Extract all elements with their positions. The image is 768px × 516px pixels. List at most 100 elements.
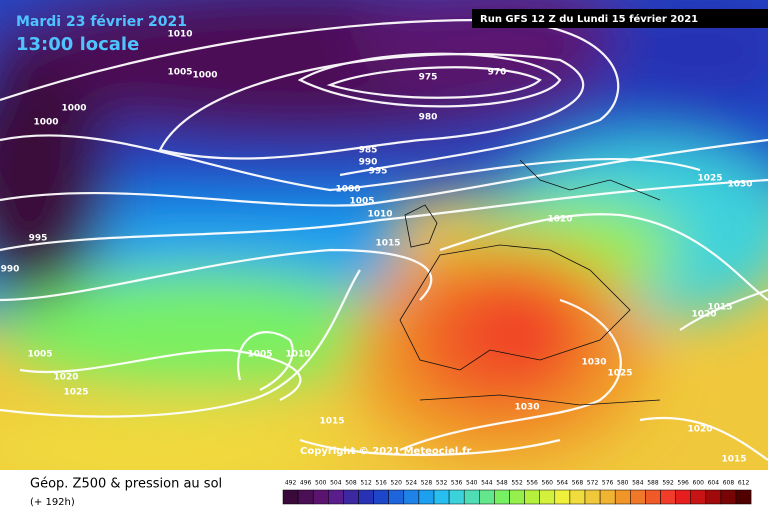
scale-label: 576 xyxy=(602,480,614,487)
scale-swatch xyxy=(328,489,344,505)
scale-swatch xyxy=(720,489,737,505)
scale-swatch xyxy=(705,489,722,505)
isobar-label: 1005 xyxy=(167,68,192,78)
field xyxy=(0,0,768,470)
date: Mardi 23 février 2021 xyxy=(16,14,187,30)
copyright: Copyright © 2021 Meteociel.fr xyxy=(300,446,471,457)
isobar-label: 1030 xyxy=(727,180,752,190)
isobar-label: 1000 xyxy=(192,71,217,81)
scale-swatch xyxy=(343,489,359,505)
scale-label: 548 xyxy=(496,480,508,487)
isobar-label: 1010 xyxy=(285,350,310,360)
isobar-label: 1015 xyxy=(721,455,746,465)
isobar-label: 1025 xyxy=(697,174,722,184)
scale-label: 512 xyxy=(360,480,372,487)
scale-swatch xyxy=(312,489,329,505)
scale-swatch xyxy=(433,489,450,505)
scale-swatch xyxy=(584,489,601,505)
isobar-label: 990 xyxy=(1,265,20,275)
scale-label: 516 xyxy=(375,480,387,487)
scale-swatch xyxy=(630,489,646,505)
scale-swatch xyxy=(463,489,480,505)
isobar-label: 1020 xyxy=(691,310,716,320)
scale-swatch xyxy=(554,489,571,505)
scale-label: 556 xyxy=(526,480,538,487)
scale-swatch xyxy=(660,489,676,505)
scale-label: 552 xyxy=(511,480,523,487)
scale-swatch xyxy=(418,489,435,505)
scale-label: 536 xyxy=(451,480,463,487)
isobar-label: 1015 xyxy=(707,303,732,313)
scale-swatch xyxy=(539,489,556,505)
scale-label: 496 xyxy=(300,480,312,487)
scale-label: 492 xyxy=(285,480,297,487)
time: 13:00 locale xyxy=(16,34,139,55)
scale-label: 592 xyxy=(662,480,674,487)
isobar-label: 1000 xyxy=(335,185,360,195)
isobar-label: 985 xyxy=(359,146,378,156)
isobar-label: 990 xyxy=(359,158,378,168)
scale-swatch xyxy=(494,489,510,505)
isobar-label: 1025 xyxy=(607,369,632,379)
scale-label: 568 xyxy=(572,480,584,487)
scale-label: 560 xyxy=(542,480,554,487)
scale-swatch xyxy=(282,489,299,505)
scale-swatch xyxy=(388,489,405,505)
scale-swatch xyxy=(599,489,616,505)
scale-label: 564 xyxy=(557,480,569,487)
scale-swatch xyxy=(569,489,586,505)
scale-swatch xyxy=(297,489,314,505)
isobar-label: 1020 xyxy=(687,425,712,435)
isobar-label: 1010 xyxy=(167,30,192,40)
isobar-label: 1015 xyxy=(375,239,400,249)
scale-label: 500 xyxy=(315,480,327,487)
isobar-label: 970 xyxy=(488,68,507,78)
isobar-label: 1010 xyxy=(367,210,392,220)
scale-label: 584 xyxy=(632,480,644,487)
scale-swatch xyxy=(735,489,752,505)
isobar-label: 1020 xyxy=(547,215,572,225)
scale-swatch xyxy=(479,489,495,505)
run: Run GFS 12 Z du Lundi 15 février 2021 xyxy=(480,13,698,25)
scale-label: 580 xyxy=(617,480,629,487)
scale-swatch xyxy=(448,489,465,505)
scale-label: 508 xyxy=(345,480,357,487)
footer-lead: (+ 192h) xyxy=(30,497,75,508)
scale-label: 612 xyxy=(738,480,750,487)
isobar-label: 1005 xyxy=(349,197,374,207)
scale-label: 604 xyxy=(708,480,720,487)
scale-swatch xyxy=(614,489,631,505)
scale-swatch xyxy=(373,489,389,505)
scale-label: 520 xyxy=(391,480,403,487)
scale-label: 608 xyxy=(723,480,735,487)
isobar-label: 975 xyxy=(419,73,438,83)
isobar-label: 1015 xyxy=(319,417,344,427)
scale-swatch xyxy=(403,489,420,505)
scale-label: 524 xyxy=(406,480,418,487)
color-scale: 492 496 500 504 508 512 516 520 524 528 532 536 540 5… xyxy=(282,480,752,505)
scale-swatch xyxy=(524,489,540,505)
scale-label: 504 xyxy=(330,480,342,487)
isobar-label: 1030 xyxy=(581,358,606,368)
scale-swatch xyxy=(358,489,374,505)
scale-label: 572 xyxy=(587,480,599,487)
scale-label: 596 xyxy=(677,480,689,487)
isobar-label: 995 xyxy=(29,234,48,244)
isobar-label: 980 xyxy=(419,113,438,123)
scale-swatch xyxy=(690,489,707,505)
isobar-label: 1025 xyxy=(63,388,88,398)
isobar-label: 1000 xyxy=(33,118,58,128)
footer-title: Géop. Z500 & pression au sol xyxy=(30,477,222,492)
isobar-label: 995 xyxy=(369,167,388,177)
isobar-label: 1020 xyxy=(53,373,78,383)
scale-label: 540 xyxy=(466,480,478,487)
scale-label: 528 xyxy=(421,480,433,487)
scale-label: 588 xyxy=(647,480,659,487)
run-box xyxy=(472,9,768,28)
scale-swatch xyxy=(645,489,661,505)
scale-label: 532 xyxy=(436,480,448,487)
isobar-label: 1005 xyxy=(27,350,52,360)
